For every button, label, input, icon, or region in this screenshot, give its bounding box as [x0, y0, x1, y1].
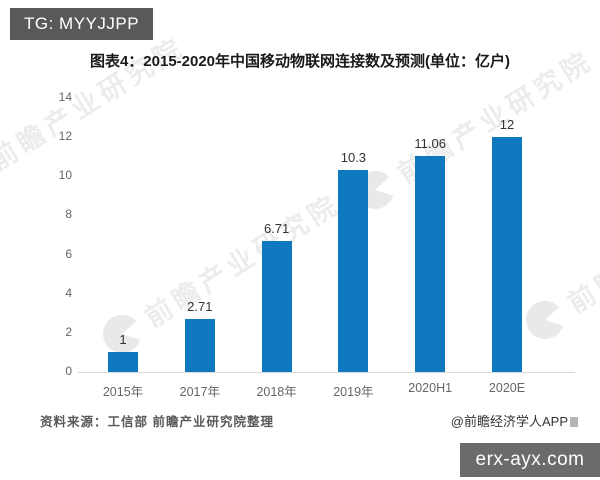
bar-2020H1 [415, 155, 446, 372]
watermark-text: 前瞻产业研究院 [562, 174, 600, 319]
brand-watermark: 前瞻产业研究院 [518, 169, 600, 346]
watermark-crescent-logo-icon [518, 293, 571, 346]
x-axis-line [78, 372, 575, 373]
bar-2020E [492, 137, 522, 372]
x-axis-category-label: 2019年 [333, 385, 374, 399]
chart-title: 图表4：2015-2020年中国移动物联网连接数及预测(单位：亿户) [89, 53, 511, 70]
y-axis-tick-label: 10 [58, 168, 72, 183]
bar-value-label: 6.71 [263, 220, 290, 236]
y-axis-tick-label: 12 [58, 129, 72, 144]
y-axis-tick-label: 14 [58, 90, 72, 104]
x-axis-category-label: 2017年 [179, 385, 220, 399]
x-axis-category-label: 2020E [488, 381, 526, 395]
credit-square-icon [570, 416, 578, 427]
bar-value-label: 10.3 [340, 150, 367, 166]
credit-line: @前瞻经济学人APP [451, 411, 578, 430]
y-axis-tick-label: 8 [65, 207, 72, 222]
bar-2019年 [338, 170, 369, 372]
credit-text: @前瞻经济学人APP [450, 414, 568, 429]
x-axis-category-label: 2020H1 [408, 381, 453, 395]
channel-tag-label: TG: MYYJJPP [24, 14, 140, 33]
channel-tag-chip: TG: MYYJJPP [10, 8, 154, 40]
site-watermark-badge: erx-ayx.com [460, 443, 600, 477]
bar-value-label: 11.06 [414, 135, 446, 151]
bar-value-label: 2.71 [187, 298, 213, 314]
site-watermark-label: erx-ayx.com [475, 449, 585, 470]
x-axis-category-label: 2018年 [256, 385, 297, 399]
data-source-note: 资料来源：工信部 前瞻产业研究院整理 [40, 415, 274, 429]
x-axis-category-label: 2015年 [102, 385, 144, 399]
bar-value-label: 12 [499, 117, 515, 133]
y-axis-tick-label: 0 [65, 364, 72, 378]
bar-2015年 [108, 352, 138, 372]
bar-value-label: 1 [119, 332, 127, 348]
y-axis-tick-label: 6 [65, 246, 72, 261]
bar-2017年 [184, 318, 215, 372]
y-axis-tick-label: 2 [65, 324, 72, 339]
bar-2018年 [261, 240, 292, 372]
y-axis-tick-label: 4 [65, 285, 72, 300]
